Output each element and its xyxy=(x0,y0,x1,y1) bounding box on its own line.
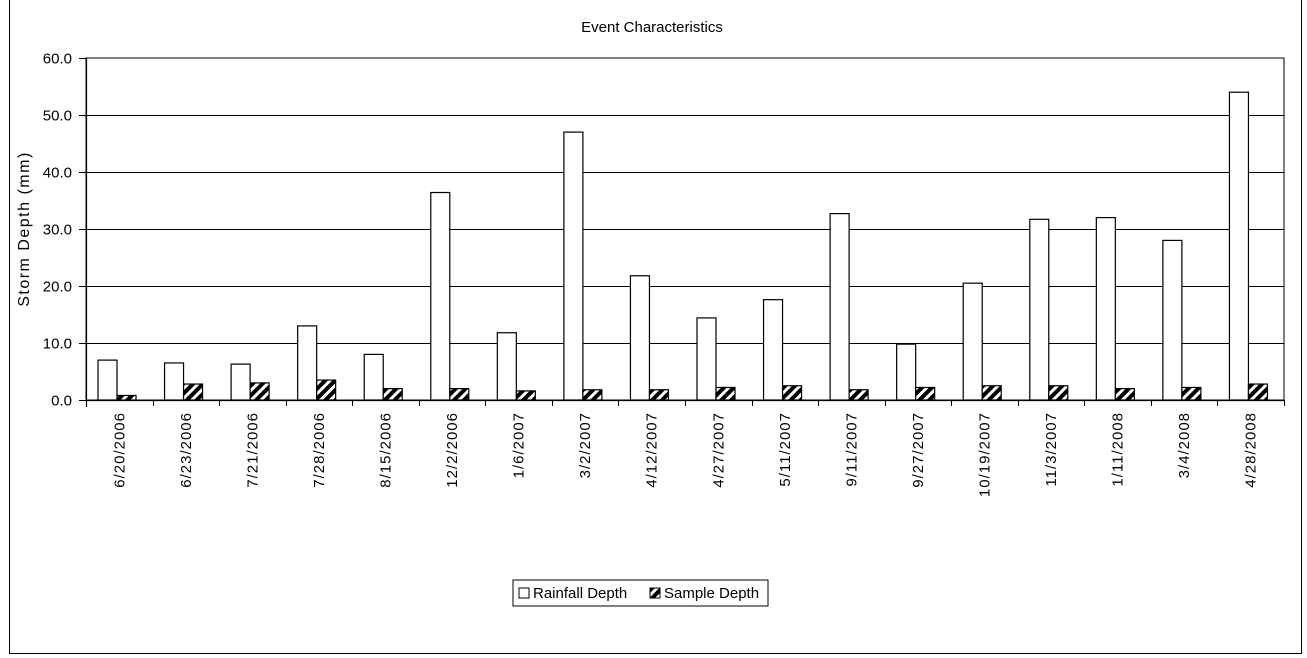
y-tick-label: 50.0 xyxy=(43,108,72,125)
y-tick-label: 0.0 xyxy=(51,393,72,410)
bar-rainfall-depth xyxy=(297,325,318,401)
bar-sample-depth xyxy=(182,383,204,401)
axes-layer: 0.0 10.0 20.0 30.0 40.0 50.0 60.0 6/20/2006 6/23… xyxy=(43,51,1285,497)
bar-rainfall-depth xyxy=(97,359,118,401)
bar-rainfall-depth xyxy=(1162,239,1183,401)
legend: Rainfall Depth Sample Depth xyxy=(512,579,769,607)
legend-swatch-rainfall-depth xyxy=(518,587,530,599)
y-tick-label: 40.0 xyxy=(43,165,72,182)
legend-label-sample-depth: Sample Depth xyxy=(664,585,759,602)
bar-rainfall-depth xyxy=(1228,91,1250,401)
x-tick-label: 4/12/2007 xyxy=(644,412,661,488)
y-tick-label: 20.0 xyxy=(43,279,72,296)
bar-rainfall-depth xyxy=(1029,218,1050,401)
y-axis-label: Storm Depth (mm) xyxy=(16,151,33,307)
x-tick-label: 9/11/2007 xyxy=(843,412,860,487)
bar-sample-depth xyxy=(515,390,536,401)
x-tick-label: 7/28/2006 xyxy=(311,412,328,488)
legend-swatch-sample-depth xyxy=(649,587,661,599)
bar-sample-depth xyxy=(116,394,137,401)
y-tick-label: 10.0 xyxy=(43,336,72,353)
bar-sample-depth xyxy=(715,386,736,401)
bar-rainfall-depth xyxy=(363,353,384,401)
bar-rainfall-depth xyxy=(163,362,185,401)
bar-rainfall-depth xyxy=(563,131,584,401)
bar-rainfall-depth xyxy=(962,282,983,401)
x-tick-label: 1/11/2008 xyxy=(1110,412,1127,487)
x-tick-label: 4/27/2007 xyxy=(710,412,727,488)
x-tick-label: 3/2/2007 xyxy=(577,412,594,478)
bar-rainfall-depth xyxy=(762,299,784,401)
bar-sample-depth xyxy=(981,385,1002,401)
chart-title: Event Characteristics xyxy=(581,19,723,36)
bar-sample-depth xyxy=(382,388,403,401)
bars-layer xyxy=(97,91,1269,401)
x-tick-label: 4/28/2008 xyxy=(1243,412,1260,488)
bar-sample-depth xyxy=(1048,385,1069,401)
x-tick-label: 5/11/2007 xyxy=(777,412,794,487)
bar-sample-depth xyxy=(1247,383,1269,401)
x-tick-label: 12/2/2006 xyxy=(444,412,461,488)
bar-sample-depth xyxy=(915,386,936,401)
x-tick-label: 11/3/2007 xyxy=(1043,412,1060,487)
bar-sample-depth xyxy=(848,389,869,401)
bar-rainfall-depth xyxy=(896,343,917,401)
bar-rainfall-depth xyxy=(829,213,850,401)
bar-sample-depth xyxy=(1181,386,1202,401)
legend-box xyxy=(512,579,769,607)
y-tick-label: 30.0 xyxy=(43,222,72,239)
x-tick-label: 8/15/2006 xyxy=(378,412,395,488)
bar-rainfall-depth xyxy=(1095,217,1116,401)
x-tick-label: 6/20/2006 xyxy=(111,412,128,488)
x-tick-label: 10/19/2007 xyxy=(977,412,994,497)
bar-rainfall-depth xyxy=(696,317,717,401)
bar-sample-depth xyxy=(781,385,803,401)
bar-sample-depth xyxy=(648,389,670,401)
bar-sample-depth xyxy=(1114,388,1135,401)
bar-sample-depth xyxy=(249,382,270,401)
x-tick-label: 9/27/2007 xyxy=(910,412,927,488)
bar-sample-depth xyxy=(316,379,337,401)
bar-sample-depth xyxy=(449,388,470,401)
bar-rainfall-depth xyxy=(230,363,251,401)
x-tick-label: 6/23/2006 xyxy=(178,412,195,488)
legend-label-rainfall-depth: Rainfall Depth xyxy=(533,585,627,602)
x-tick-label: 1/6/2007 xyxy=(511,412,528,478)
bar-rainfall-depth xyxy=(629,275,651,401)
bar-rainfall-depth xyxy=(430,191,451,401)
y-tick-label: 60.0 xyxy=(43,51,72,68)
bar-rainfall-depth xyxy=(496,332,517,401)
x-tick-label: 3/4/2008 xyxy=(1176,412,1193,478)
x-tick-label: 7/21/2006 xyxy=(244,412,261,488)
chart-frame xyxy=(9,0,1302,654)
bar-sample-depth xyxy=(582,389,603,401)
